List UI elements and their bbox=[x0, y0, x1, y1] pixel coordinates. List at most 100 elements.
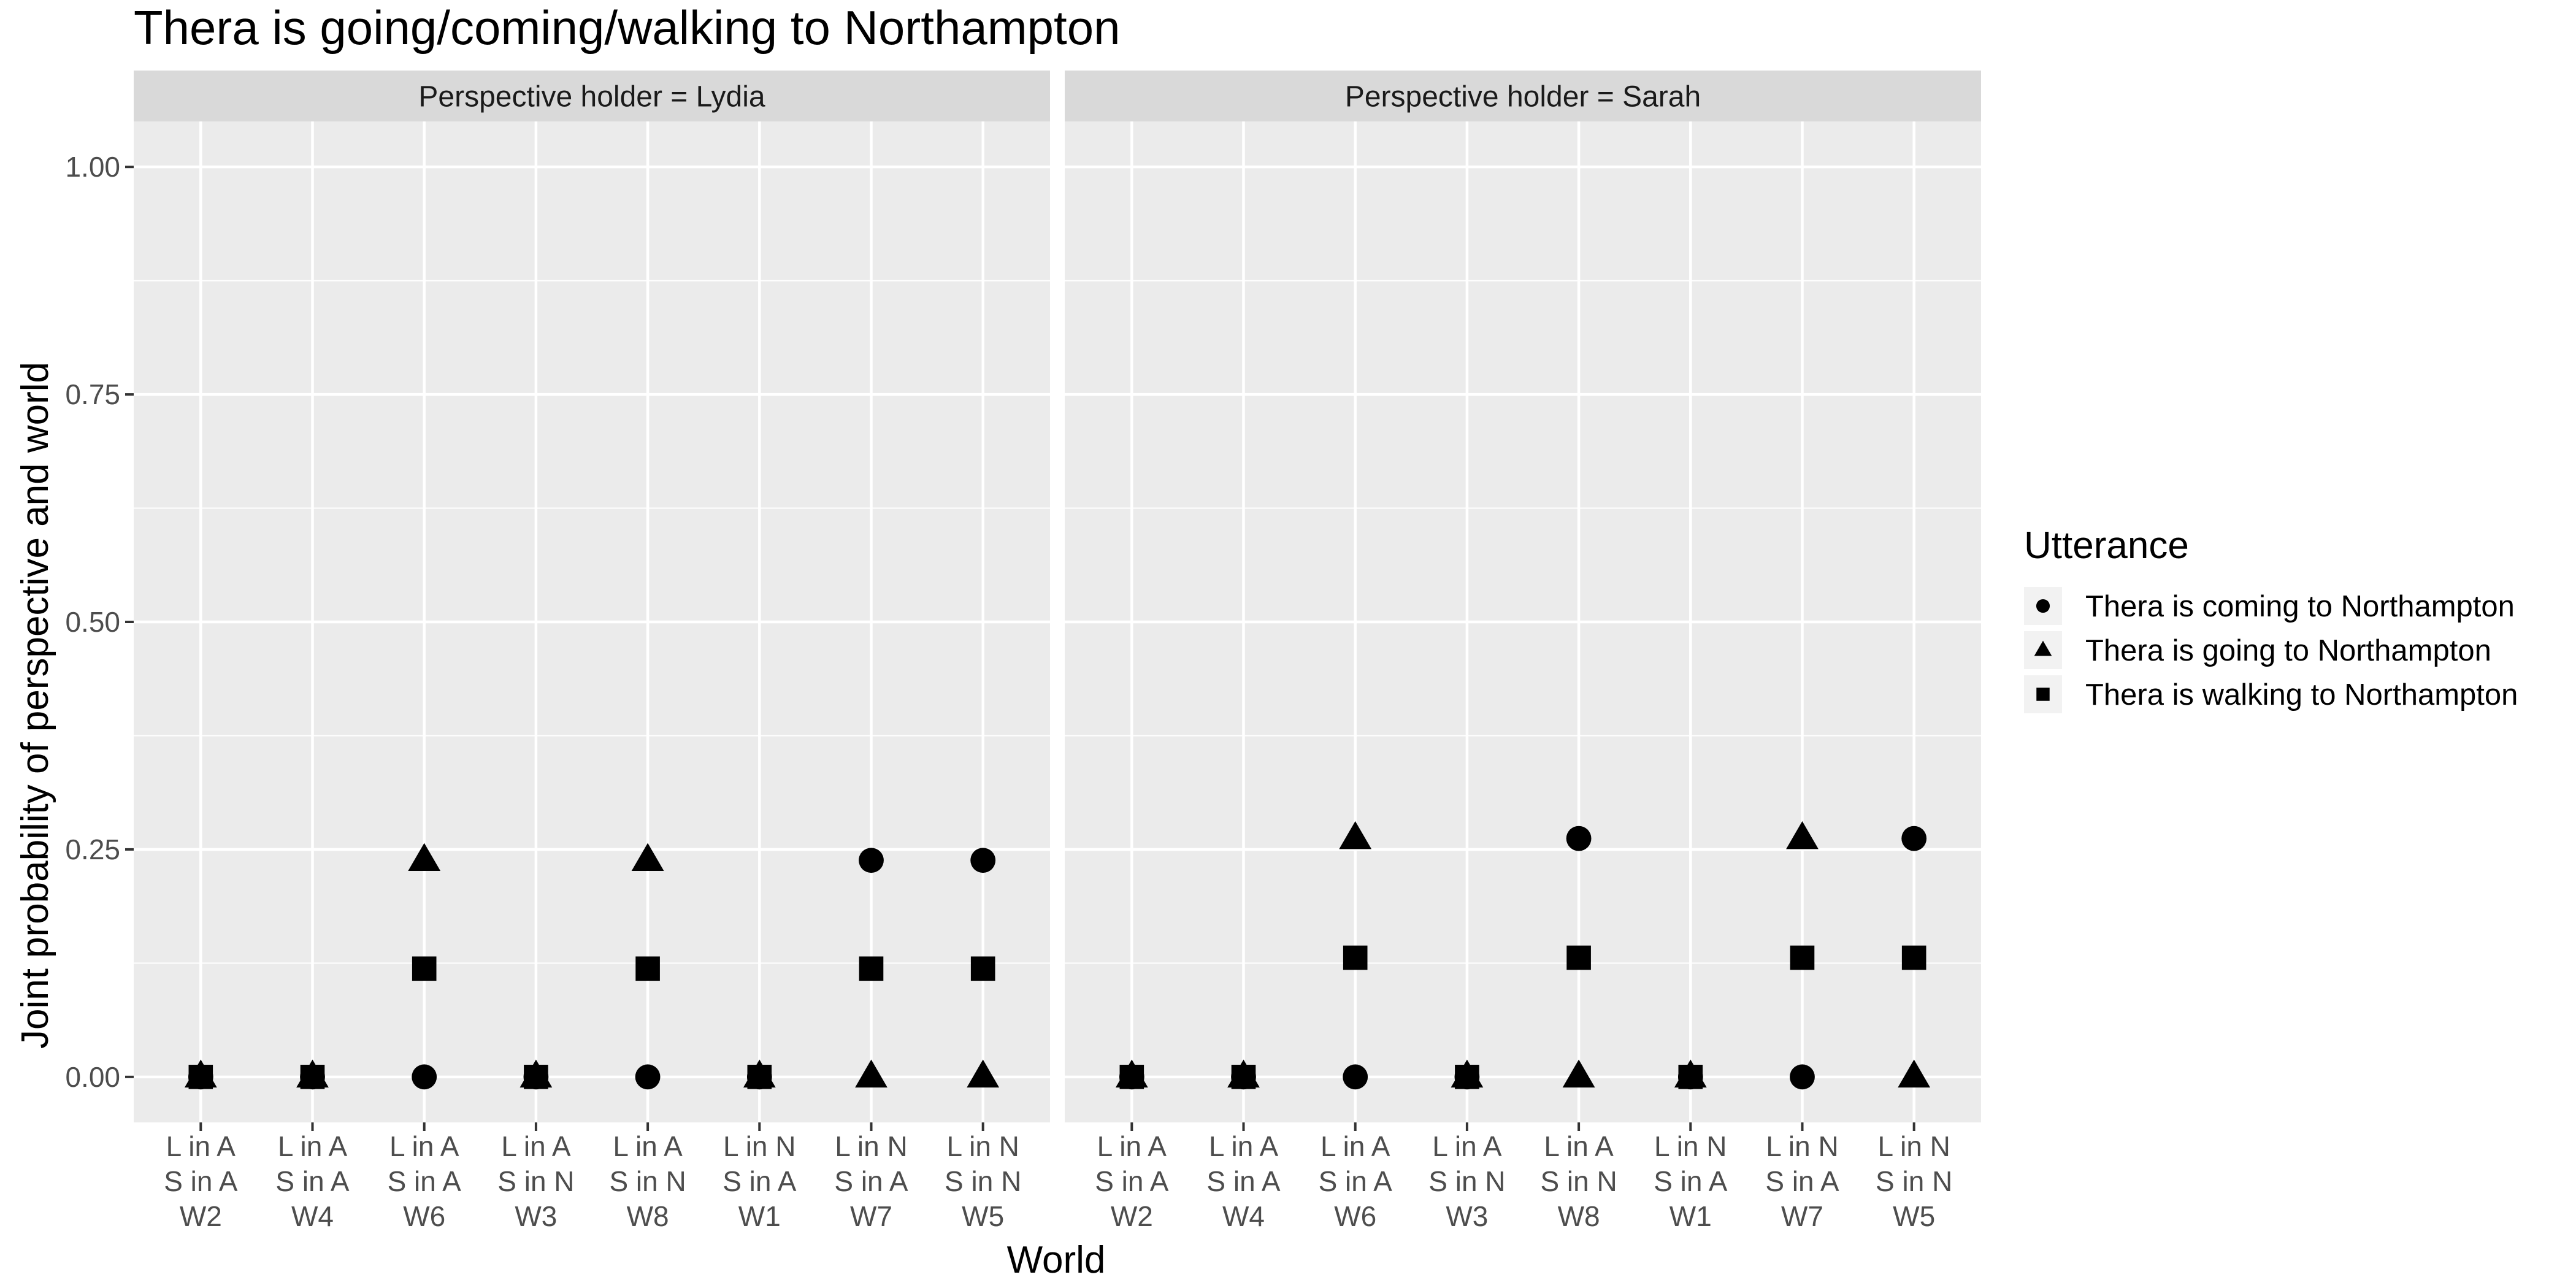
facet-strip-2 bbox=[1065, 71, 1981, 121]
data-point-square bbox=[1455, 1065, 1479, 1089]
facet-strip-label-2: Perspective holder = Sarah bbox=[1345, 81, 1701, 113]
x-tick-label: L in A bbox=[1544, 1130, 1614, 1162]
data-point-square bbox=[1343, 945, 1368, 970]
data-point-square bbox=[188, 1065, 213, 1089]
data-point-square bbox=[412, 956, 437, 981]
x-tick-label: W8 bbox=[627, 1200, 669, 1232]
y-tick-label-2: 0.50 bbox=[65, 606, 120, 638]
data-point-square bbox=[1790, 945, 1815, 970]
x-tick-label: W2 bbox=[180, 1200, 222, 1232]
data-point-square bbox=[1231, 1065, 1256, 1089]
x-tick-label: L in A bbox=[613, 1130, 683, 1162]
data-point-square bbox=[524, 1065, 548, 1089]
y-tick-label-3: 0.75 bbox=[65, 378, 120, 410]
data-point-circle bbox=[1566, 826, 1592, 851]
x-tick-label: W7 bbox=[1781, 1200, 1823, 1232]
chart-title: Thera is going/coming/walking to Northam… bbox=[134, 1, 1120, 55]
legend: Utterance Thera is coming to Northampton… bbox=[2024, 524, 2518, 713]
y-tick-label-1: 0.25 bbox=[65, 834, 120, 865]
y-axis-label: Joint probability of perspective and wor… bbox=[14, 362, 56, 1049]
x-tick-label: W6 bbox=[403, 1200, 445, 1232]
data-point-square bbox=[970, 956, 995, 981]
data-point-circle bbox=[1343, 1064, 1368, 1090]
data-point-square bbox=[747, 1065, 772, 1089]
x-tick-label: S in A bbox=[723, 1165, 797, 1197]
x-tick-label: S in A bbox=[834, 1165, 908, 1197]
data-point-square bbox=[1678, 1065, 1703, 1089]
x-tick-label: L in A bbox=[278, 1130, 348, 1162]
x-tick-label: W1 bbox=[1669, 1200, 1712, 1232]
x-tick-label: L in A bbox=[166, 1130, 236, 1162]
legend-symbol-square bbox=[2036, 688, 2050, 701]
data-point-square bbox=[859, 956, 884, 981]
x-tick-label: S in N bbox=[609, 1165, 686, 1197]
data-point-triangle bbox=[1786, 821, 1819, 849]
x-tick-label: L in N bbox=[946, 1130, 1019, 1162]
x-tick-label: W2 bbox=[1111, 1200, 1153, 1232]
data-point-triangle bbox=[408, 843, 441, 872]
legend-symbol-triangle bbox=[2034, 640, 2052, 656]
x-tick-label: W3 bbox=[515, 1200, 557, 1232]
data-point-circle bbox=[1790, 1064, 1815, 1090]
y-tick-label-0: 0.00 bbox=[65, 1061, 120, 1093]
legend-symbol-circle bbox=[2036, 599, 2050, 613]
x-tick-label: W8 bbox=[1558, 1200, 1600, 1232]
x-tick-label: L in N bbox=[1654, 1130, 1727, 1162]
x-tick-label: W5 bbox=[962, 1200, 1004, 1232]
x-tick-label: L in N bbox=[1766, 1130, 1838, 1162]
x-tick-label: W5 bbox=[1893, 1200, 1935, 1232]
x-tick-label: L in N bbox=[835, 1130, 907, 1162]
x-tick-label: W3 bbox=[1446, 1200, 1488, 1232]
facet-strip-1 bbox=[134, 71, 1050, 121]
legend-label-1: Thera is coming to Northampton bbox=[2085, 590, 2515, 623]
x-tick-label: W4 bbox=[291, 1200, 334, 1232]
legend-title: Utterance bbox=[2024, 524, 2189, 567]
x-tick-label: L in A bbox=[1432, 1130, 1502, 1162]
x-tick-label: S in A bbox=[1206, 1165, 1281, 1197]
x-tick-label: W6 bbox=[1334, 1200, 1376, 1232]
y-tick-label-4: 1.00 bbox=[65, 151, 120, 183]
x-tick-label: W7 bbox=[850, 1200, 892, 1232]
x-axis-label: World bbox=[1007, 1239, 1106, 1281]
x-tick-label: S in N bbox=[945, 1165, 1021, 1197]
x-tick-label: S in N bbox=[1428, 1165, 1505, 1197]
data-point-triangle bbox=[1339, 821, 1372, 849]
x-tick-label: S in A bbox=[388, 1165, 462, 1197]
data-point-circle bbox=[1901, 826, 1927, 851]
x-tick-label: S in A bbox=[1319, 1165, 1393, 1197]
x-tick-label: L in A bbox=[1321, 1130, 1390, 1162]
x-tick-label: L in N bbox=[723, 1130, 795, 1162]
data-point-triangle bbox=[631, 843, 664, 872]
data-point-triangle bbox=[1898, 1059, 1931, 1088]
x-tick-label: S in A bbox=[275, 1165, 350, 1197]
x-tick-label: L in A bbox=[1209, 1130, 1279, 1162]
data-point-triangle bbox=[967, 1059, 1000, 1088]
x-tick-label: S in N bbox=[1876, 1165, 1952, 1197]
data-point-circle bbox=[635, 1064, 661, 1090]
data-point-triangle bbox=[1562, 1059, 1595, 1088]
data-point-square bbox=[300, 1065, 325, 1089]
x-tick-label: L in A bbox=[389, 1130, 459, 1162]
data-point-square bbox=[1901, 945, 1926, 970]
x-tick-label: W1 bbox=[738, 1200, 781, 1232]
x-tick-label: L in A bbox=[501, 1130, 571, 1162]
x-tick-label: S in A bbox=[164, 1165, 238, 1197]
legend-label-3: Thera is walking to Northampton bbox=[2085, 678, 2518, 711]
data-point-square bbox=[1566, 945, 1591, 970]
x-tick-label: S in N bbox=[1540, 1165, 1617, 1197]
x-tick-label: S in A bbox=[1095, 1165, 1169, 1197]
facet-panels: 0.00 0.25 0.50 0.75 1.00 Perspective holder =… bbox=[65, 71, 1981, 1232]
x-tick-label: S in A bbox=[1765, 1165, 1839, 1197]
data-point-square bbox=[635, 956, 660, 981]
x-tick-label: L in N bbox=[1877, 1130, 1950, 1162]
legend-label-2: Thera is going to Northampton bbox=[2085, 634, 2491, 667]
x-tick-label: W4 bbox=[1222, 1200, 1265, 1232]
x-tick-label: S in N bbox=[497, 1165, 574, 1197]
data-point-circle bbox=[970, 848, 996, 873]
data-point-triangle bbox=[855, 1059, 887, 1088]
data-point-circle bbox=[859, 848, 884, 873]
data-point-square bbox=[1119, 1065, 1144, 1089]
